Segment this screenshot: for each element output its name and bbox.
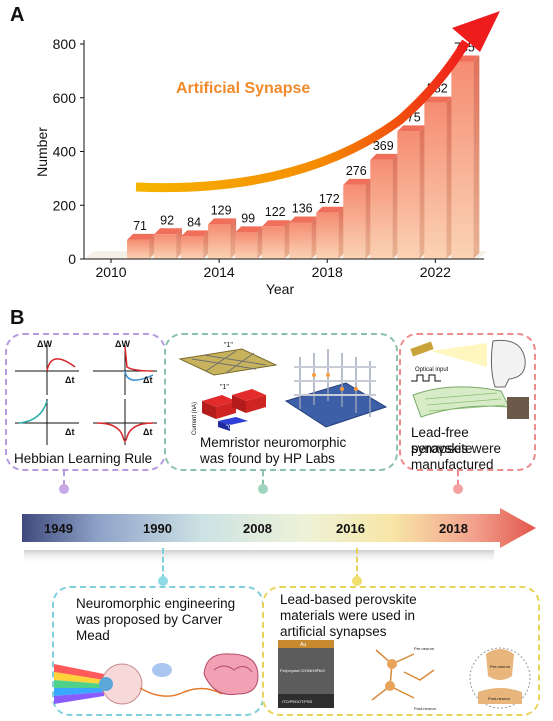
hebbian-plots: ΔW ΔW Δt Δt Δt Δt	[15, 339, 157, 445]
bar-2014	[208, 218, 237, 259]
data-label-2020: 369	[373, 139, 394, 153]
annotation-label: Artificial Synapse	[176, 80, 310, 97]
x-tick-2010: 2010	[95, 264, 126, 280]
dot-2016	[352, 576, 362, 586]
y-tick-800: 800	[53, 36, 77, 52]
y-tick-400: 400	[53, 144, 77, 160]
memristor-current-label: Current (nA)	[192, 402, 198, 435]
data-label-2015: 99	[241, 211, 255, 225]
hebbian-t-label-1: Δt	[65, 375, 74, 385]
data-label-2019: 276	[346, 164, 367, 178]
eye-brain-illustration	[54, 653, 259, 705]
hebbian-w-label-1: ΔW	[37, 339, 52, 349]
neuromorphic-text-line-3: Mead	[76, 628, 110, 643]
y-tick-200: 200	[53, 197, 77, 213]
x-tick-2018: 2018	[312, 264, 343, 280]
bar-2018	[316, 206, 345, 259]
timeline-arrow	[22, 508, 536, 564]
year-1990: 1990	[143, 521, 172, 536]
device-ito-label: ITO/PEDOT:PSS	[282, 699, 312, 704]
leadfree-text-line-1: Lead-free perovskite	[411, 425, 473, 456]
connector-1990	[162, 548, 164, 580]
data-label-2014: 129	[211, 203, 232, 217]
y-tick-0: 0	[68, 251, 76, 267]
neuromorphic-text-line-1: Neuromorphic engineering	[76, 596, 236, 611]
panel-b-label: B	[10, 307, 25, 329]
leadbased-text-line-1: Lead-based perovskite	[280, 592, 417, 607]
dot-1949	[59, 484, 69, 494]
pre-neuron-label-1: Pre-neuron	[414, 646, 434, 651]
bar-2021	[397, 125, 426, 259]
bar-2022	[424, 96, 453, 260]
neuromorphic-box: Neuromorphic engineering was proposed by…	[52, 586, 264, 716]
optical-input-label: Optical input	[415, 367, 449, 373]
bar-2020	[370, 153, 399, 259]
y-tick-600: 600	[53, 90, 77, 106]
hebbian-t-label-4: Δt	[143, 427, 152, 437]
memristor-label-one-b: "1"	[220, 384, 229, 391]
trend-arrow-head	[452, 11, 500, 52]
dot-2008	[258, 484, 268, 494]
x-tick-2022: 2022	[420, 264, 451, 280]
data-label-2018: 172	[319, 192, 340, 206]
year-2018: 2018	[439, 521, 468, 536]
pre-neuron-label-2: Pre-neuron	[490, 664, 510, 669]
memristor-text-line-1: Memristor neuromorphic	[200, 435, 347, 450]
data-label-2012: 92	[160, 213, 174, 227]
panel-a-label: A	[10, 4, 25, 26]
year-2008: 2008	[243, 521, 272, 536]
x-tick-2014: 2014	[204, 264, 235, 280]
memristor-illustration: "1" "1" "0" Current (nA)	[178, 342, 388, 435]
connector-2018	[457, 471, 459, 485]
data-label-2011: 71	[133, 219, 147, 233]
hebbian-t-label-3: Δt	[65, 427, 74, 437]
connector-2008	[262, 471, 264, 485]
bar-2015	[235, 226, 264, 259]
leadbased-text-line-3: artificial synapses	[280, 624, 387, 639]
data-label-2017: 136	[292, 201, 313, 215]
data-label-2016: 122	[265, 205, 286, 219]
memristor-text-line-2: was found by HP Labs	[200, 451, 335, 466]
hebbian-text: Hebbian Learning Rule	[14, 451, 153, 466]
leadbased-box: Lead-based perovskite materials were use…	[262, 586, 540, 716]
leadbased-text-line-2: materials were used in	[280, 608, 416, 623]
memristor-label-one-a: "1"	[224, 342, 233, 349]
bar-2019	[343, 178, 372, 259]
post-neuron-label-1: Post-neuron	[414, 706, 436, 711]
dot-1990	[158, 576, 168, 586]
connector-2016	[356, 548, 358, 580]
dot-2018	[453, 484, 463, 494]
trend-arrow	[135, 39, 470, 193]
bar-2011	[127, 233, 156, 259]
leadfree-text-line-3: manufactured	[411, 457, 494, 472]
leadfree-text-line-2: synapses were	[411, 441, 502, 456]
leadbased-illustration: Au Polycrystal CH3NH3PbI3 ITO/PEDOT:PSS …	[278, 640, 531, 711]
memristor-box: "1" "1" "0" Current (nA) Memristor neuro	[164, 333, 398, 471]
hebbian-w-label-2: ΔW	[115, 339, 130, 349]
y-axis-label: Number	[34, 127, 50, 177]
device-layer-label: Polycrystal CH3NH3PbI3	[280, 668, 325, 673]
bar-2017	[289, 216, 318, 259]
leadfree-box: Optical input Lead-free perovskite synap…	[399, 333, 536, 472]
bar-2023	[451, 55, 480, 259]
connector-1949	[63, 471, 65, 485]
bar-2012	[154, 228, 183, 259]
data-label-2013: 84	[187, 215, 201, 229]
bar-2016	[262, 220, 291, 259]
neuromorphic-text-line-2: was proposed by Carver	[76, 612, 223, 627]
post-neuron-label-2: Post-neuron	[488, 696, 510, 701]
bar-2013	[181, 230, 210, 259]
year-1949: 1949	[44, 521, 73, 536]
x-axis-label: Year	[266, 281, 295, 297]
device-au-label: Au	[300, 642, 306, 648]
hebbian-box: ΔW ΔW Δt Δt Δt Δt Hebbian Learning Rule	[5, 333, 166, 471]
memristor-label-zero: "0"	[226, 425, 234, 431]
leadfree-illustration: Optical input	[410, 339, 529, 419]
year-2016: 2016	[336, 521, 365, 536]
hebbian-t-label-2: Δt	[143, 375, 152, 385]
